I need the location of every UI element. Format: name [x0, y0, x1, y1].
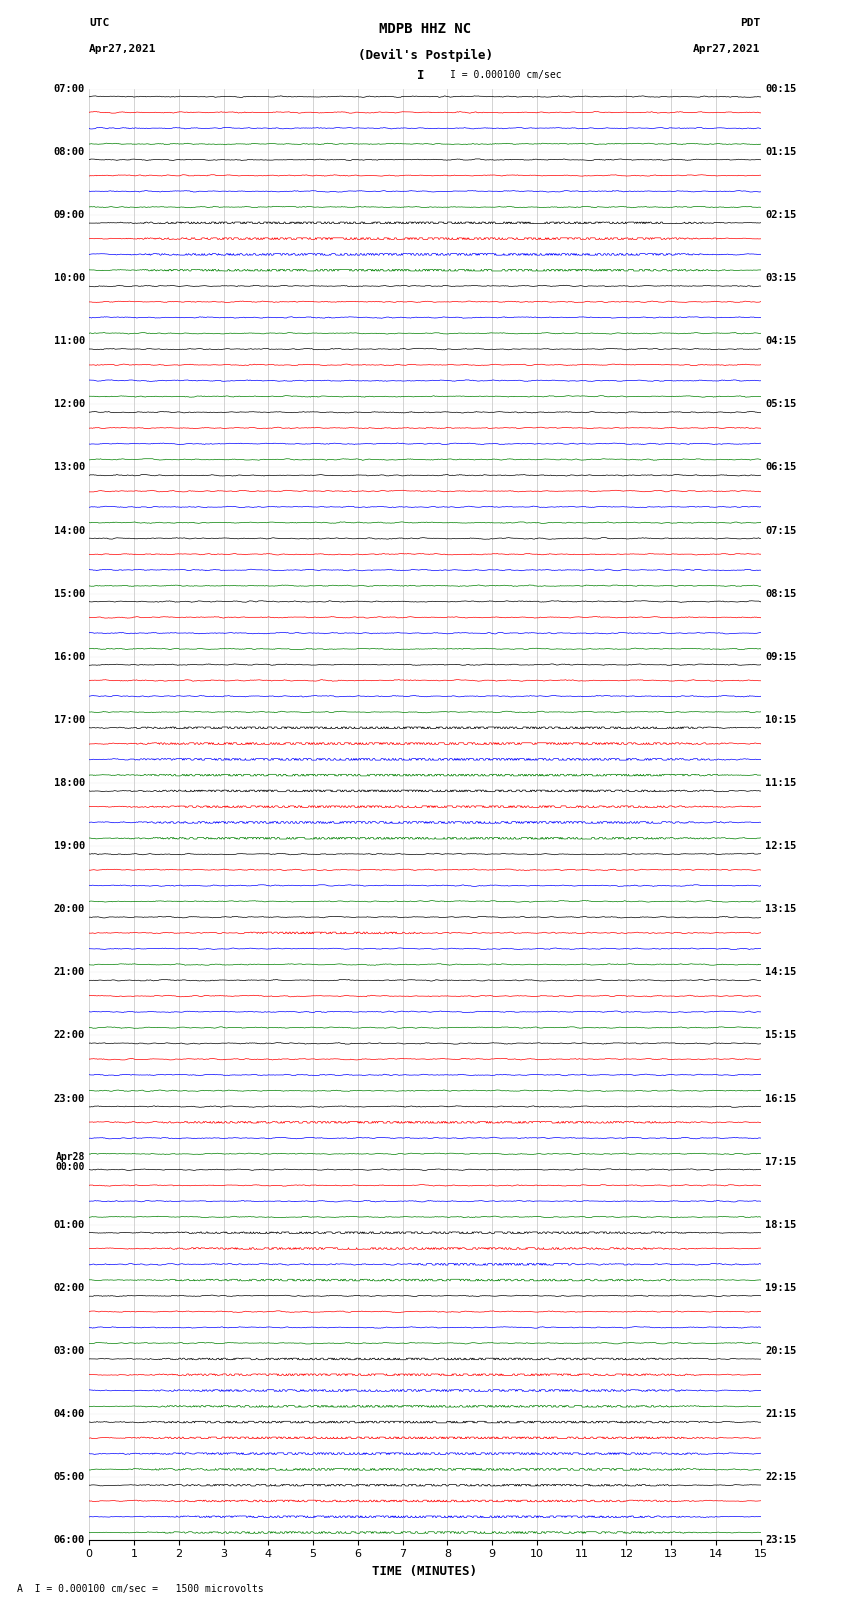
Text: 19:15: 19:15 — [765, 1282, 796, 1294]
Text: 05:00: 05:00 — [54, 1473, 85, 1482]
Text: 22:00: 22:00 — [54, 1031, 85, 1040]
Text: 20:15: 20:15 — [765, 1347, 796, 1357]
Text: 04:00: 04:00 — [54, 1410, 85, 1419]
Text: 16:15: 16:15 — [765, 1094, 796, 1103]
Text: 01:15: 01:15 — [765, 147, 796, 156]
Text: 16:00: 16:00 — [54, 652, 85, 661]
Text: 02:00: 02:00 — [54, 1282, 85, 1294]
Text: 15:15: 15:15 — [765, 1031, 796, 1040]
Text: 03:00: 03:00 — [54, 1347, 85, 1357]
Text: Apr28: Apr28 — [55, 1152, 85, 1161]
Text: 04:15: 04:15 — [765, 336, 796, 347]
Text: 07:15: 07:15 — [765, 526, 796, 536]
Text: 13:00: 13:00 — [54, 463, 85, 473]
Text: 02:15: 02:15 — [765, 210, 796, 219]
Text: 08:15: 08:15 — [765, 589, 796, 598]
Text: 07:00: 07:00 — [54, 84, 85, 94]
Text: 21:15: 21:15 — [765, 1410, 796, 1419]
Text: 01:00: 01:00 — [54, 1219, 85, 1229]
Text: 10:15: 10:15 — [765, 715, 796, 724]
Text: 23:15: 23:15 — [765, 1536, 796, 1545]
Text: 19:00: 19:00 — [54, 840, 85, 852]
Text: (Devil's Postpile): (Devil's Postpile) — [358, 48, 492, 61]
Text: I = 0.000100 cm/sec: I = 0.000100 cm/sec — [450, 71, 562, 81]
Text: 13:15: 13:15 — [765, 905, 796, 915]
Text: 09:00: 09:00 — [54, 210, 85, 219]
Text: I: I — [417, 69, 424, 82]
Text: 10:00: 10:00 — [54, 273, 85, 282]
Text: 06:00: 06:00 — [54, 1536, 85, 1545]
Text: 17:00: 17:00 — [54, 715, 85, 724]
Text: 23:00: 23:00 — [54, 1094, 85, 1103]
Text: 06:15: 06:15 — [765, 463, 796, 473]
Text: 00:00: 00:00 — [55, 1161, 85, 1171]
Text: 18:15: 18:15 — [765, 1219, 796, 1229]
Text: Apr27,2021: Apr27,2021 — [694, 44, 761, 55]
Text: 09:15: 09:15 — [765, 652, 796, 661]
Text: PDT: PDT — [740, 18, 761, 27]
Text: 14:15: 14:15 — [765, 968, 796, 977]
Text: 22:15: 22:15 — [765, 1473, 796, 1482]
Text: 05:15: 05:15 — [765, 400, 796, 410]
Text: A  I = 0.000100 cm/sec =   1500 microvolts: A I = 0.000100 cm/sec = 1500 microvolts — [17, 1584, 264, 1594]
Text: 14:00: 14:00 — [54, 526, 85, 536]
Text: MDPB HHZ NC: MDPB HHZ NC — [379, 23, 471, 35]
Text: 11:00: 11:00 — [54, 336, 85, 347]
Text: 03:15: 03:15 — [765, 273, 796, 282]
Text: 12:15: 12:15 — [765, 840, 796, 852]
Text: 08:00: 08:00 — [54, 147, 85, 156]
Text: 17:15: 17:15 — [765, 1157, 796, 1166]
Text: 20:00: 20:00 — [54, 905, 85, 915]
Text: 21:00: 21:00 — [54, 968, 85, 977]
Text: 11:15: 11:15 — [765, 777, 796, 789]
Text: 15:00: 15:00 — [54, 589, 85, 598]
Text: Apr27,2021: Apr27,2021 — [89, 44, 156, 55]
Text: 18:00: 18:00 — [54, 777, 85, 789]
Text: 12:00: 12:00 — [54, 400, 85, 410]
Text: 00:15: 00:15 — [765, 84, 796, 94]
X-axis label: TIME (MINUTES): TIME (MINUTES) — [372, 1565, 478, 1578]
Text: UTC: UTC — [89, 18, 110, 27]
